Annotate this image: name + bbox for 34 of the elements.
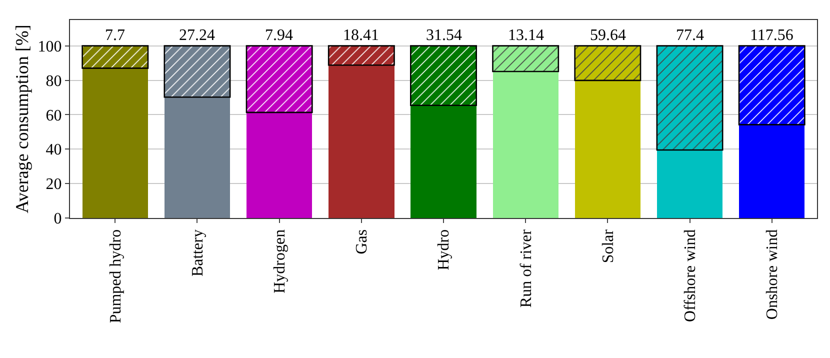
- x-tick-label: Pumped hydro: [107, 229, 124, 324]
- x-tick-label: Gas: [354, 229, 371, 254]
- x-tick-label: Battery: [189, 229, 206, 276]
- bar: [164, 97, 230, 218]
- y-tick-label: 0: [54, 210, 62, 228]
- x-tick-label: Run of river: [518, 228, 535, 308]
- annotation: 31.54: [426, 27, 462, 44]
- y-tick-label: 80: [46, 72, 62, 90]
- x-tick-label: Hydro: [436, 229, 453, 270]
- x-tick-label: Offshore wind: [682, 229, 699, 322]
- bar: [656, 150, 723, 218]
- x-tick-label: Solar: [600, 228, 617, 264]
- annotation: 7.94: [265, 27, 293, 44]
- x-tick-label: Hydrogen: [272, 229, 289, 294]
- y-axis-title: Average consumption [%]: [12, 24, 32, 214]
- bar: [574, 80, 641, 218]
- bar: [328, 65, 394, 218]
- y-tick-label: 20: [46, 176, 62, 194]
- annotation: 117.56: [750, 27, 794, 44]
- annotation: 77.4: [676, 27, 704, 44]
- bar: [492, 71, 558, 218]
- bar: [246, 112, 312, 218]
- annotation: 59.64: [590, 27, 626, 44]
- annotation: 7.7: [105, 27, 125, 44]
- x-tick-label: Onshore wind: [764, 229, 782, 320]
- annotation: 13.14: [508, 27, 544, 44]
- y-tick-label: 40: [46, 142, 62, 159]
- annotation: 27.24: [179, 27, 215, 44]
- bar: [410, 105, 476, 218]
- y-tick-label: 100: [38, 38, 62, 56]
- bar: [739, 124, 805, 218]
- annotation: 18.41: [343, 27, 379, 44]
- y-tick-label: 60: [46, 107, 62, 124]
- bar: [82, 68, 148, 218]
